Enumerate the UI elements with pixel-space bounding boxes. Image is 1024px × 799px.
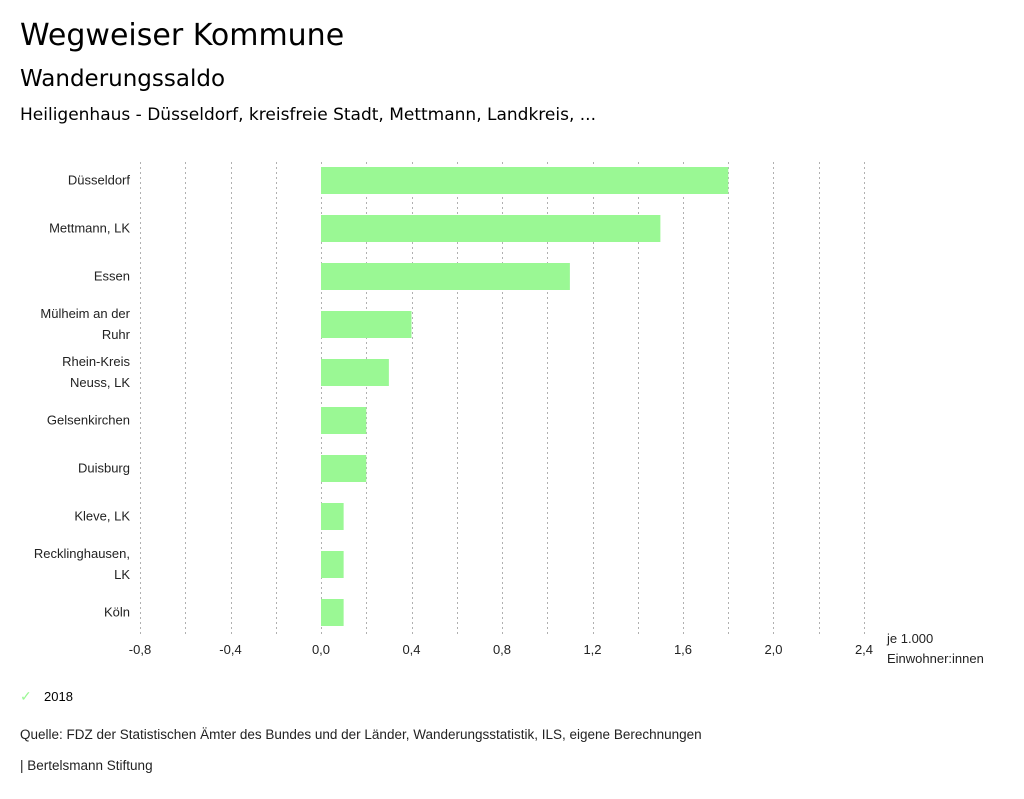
bars	[321, 167, 729, 626]
x-tick-label: -0,4	[219, 642, 241, 657]
x-tick-label: 1,2	[583, 642, 601, 657]
category-label: Mülheim an der	[40, 306, 130, 321]
bar-5[interactable]	[321, 407, 367, 434]
category-label: Duisburg	[78, 461, 130, 476]
x-tick-label: 2,4	[855, 642, 873, 657]
x-tick-label: 2,0	[764, 642, 782, 657]
page-title: Wegweiser Kommune	[20, 18, 345, 53]
category-label: Gelsenkirchen	[47, 413, 130, 428]
legend[interactable]: ✓ 2018	[20, 688, 73, 705]
category-label: Düsseldorf	[68, 173, 131, 188]
region-selection: Heiligenhaus - Düsseldorf, kreisfreie St…	[20, 105, 596, 125]
bar-6[interactable]	[321, 455, 367, 482]
category-label: Köln	[104, 605, 130, 620]
legend-label-2018[interactable]: 2018	[44, 689, 73, 704]
bar-4[interactable]	[321, 359, 389, 386]
bar-9[interactable]	[321, 599, 344, 626]
chart-subtitle: Wanderungssaldo	[20, 66, 226, 92]
bar-7[interactable]	[321, 503, 344, 530]
check-icon[interactable]: ✓	[20, 688, 32, 704]
category-labels: Düsseldorf Mettmann, LK Essen Mülheim an de…	[34, 173, 131, 620]
bar-1[interactable]	[321, 215, 661, 242]
brand-note: | Bertelsmann Stiftung	[20, 758, 153, 773]
x-axis-ticks: -0,8 -0,4 0,0 0,4 0,8 1,2 1,6 2,0 2,4	[129, 642, 873, 657]
bar-8[interactable]	[321, 551, 344, 578]
bar-chart: Düsseldorf Mettmann, LK Essen Mülheim an de…	[34, 162, 984, 666]
category-label: Kleve, LK	[74, 509, 130, 524]
bar-0[interactable]	[321, 167, 729, 194]
category-label: Essen	[94, 269, 130, 284]
category-label: LK	[114, 567, 130, 582]
grid-lines	[140, 162, 865, 636]
x-tick-label: 1,6	[674, 642, 692, 657]
x-tick-label: 0,4	[402, 642, 420, 657]
category-label: Rhein-Kreis	[62, 354, 130, 369]
x-axis-unit-label: je 1.000	[886, 631, 933, 646]
x-tick-label: 0,8	[493, 642, 511, 657]
x-axis-label: je 1.000 Einwohner:innen	[886, 631, 984, 666]
bar-2[interactable]	[321, 263, 570, 290]
bar-3[interactable]	[321, 311, 412, 338]
x-tick-label: -0,8	[129, 642, 151, 657]
source-note: Quelle: FDZ der Statistischen Ämter des …	[20, 727, 702, 742]
x-axis-unit-label: Einwohner:innen	[887, 651, 984, 666]
x-tick-label: 0,0	[312, 642, 330, 657]
category-label: Neuss, LK	[70, 375, 130, 390]
category-label: Ruhr	[102, 327, 131, 342]
category-label: Recklinghausen,	[34, 546, 130, 561]
category-label: Mettmann, LK	[49, 221, 130, 236]
